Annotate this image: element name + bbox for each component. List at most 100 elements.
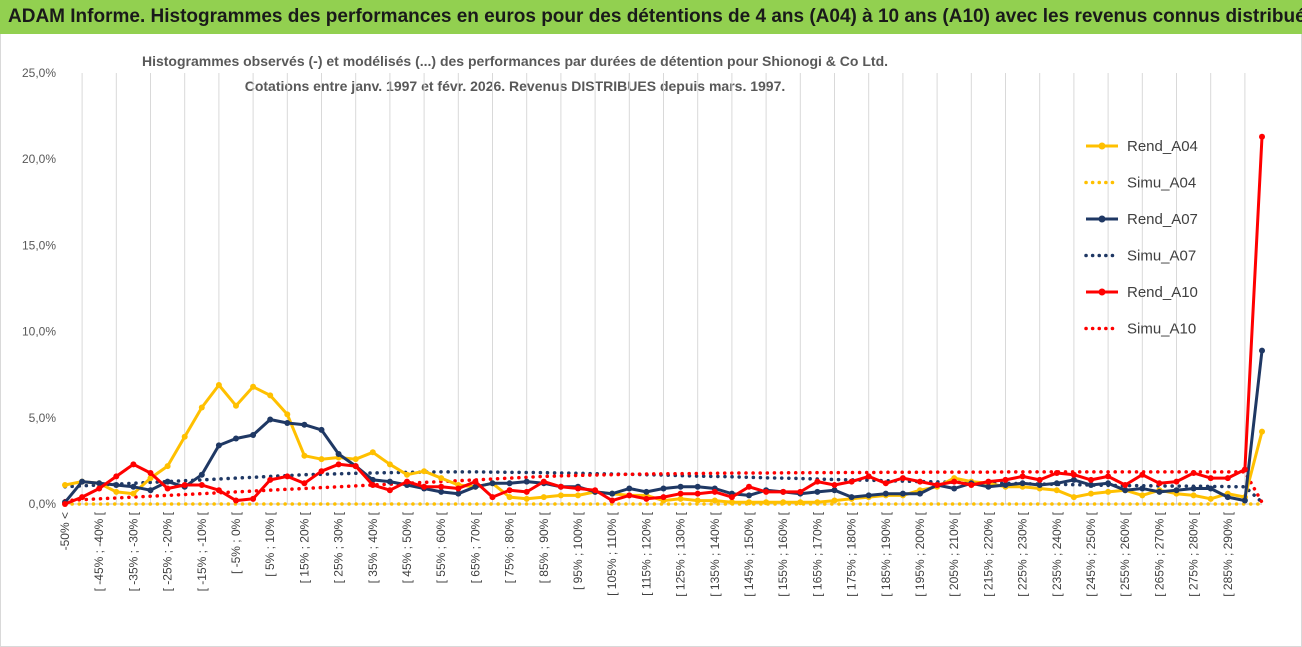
x-tick-label: [ 155% ; 160% [ — [776, 511, 790, 596]
legend-label-simu-a04: Simu_A04 — [1127, 175, 1196, 192]
data-point-rend-a10 — [198, 482, 205, 489]
data-point-rend-a10 — [1139, 471, 1146, 478]
data-point-rend-a07 — [1036, 482, 1043, 489]
data-point-rend-a07 — [233, 435, 239, 442]
data-point-rend-a04 — [62, 482, 68, 489]
data-point-rend-a10 — [592, 487, 599, 494]
data-point-rend-a07 — [677, 483, 684, 490]
data-point-rend-a10 — [917, 478, 923, 485]
x-tick-label: [ 185% ; 190% [ — [879, 511, 893, 596]
data-point-rend-a04 — [1070, 494, 1077, 501]
x-tick-label: [ 175% ; 180% [ — [845, 511, 859, 596]
data-point-rend-a07 — [318, 426, 325, 433]
data-point-rend-a07 — [335, 451, 342, 458]
page-title: ADAM Informe. Histogrammes des performan… — [0, 0, 1302, 34]
data-point-rend-a07 — [472, 483, 479, 490]
data-point-rend-a07 — [301, 421, 308, 428]
data-point-rend-a04 — [438, 475, 445, 482]
y-tick-label: 25,0% — [22, 66, 56, 80]
series-line-simu-a07 — [63, 470, 1264, 505]
x-tick-label: [ 225% ; 230% [ — [1016, 511, 1030, 596]
data-point-rend-a04 — [318, 456, 325, 463]
data-point-rend-a10 — [1224, 475, 1231, 482]
y-tick-label: 10,0% — [22, 325, 56, 339]
x-tick-label: [ 65% ; 70% [ — [468, 511, 482, 583]
data-point-rend-a07 — [1002, 482, 1009, 489]
y-tick-label: 0,0% — [29, 497, 57, 511]
data-point-rend-a04 — [267, 392, 274, 399]
x-tick-label: [ 195% ; 200% [ — [913, 511, 927, 596]
data-point-rend-a10 — [643, 495, 650, 502]
data-point-rend-a07 — [660, 485, 667, 492]
data-point-rend-a10 — [267, 476, 274, 483]
chart-title-line-2: Cotations entre janv. 1997 et févr. 2026… — [245, 78, 786, 94]
data-point-rend-a10 — [1190, 469, 1197, 476]
x-tick-label: [ 75% ; 80% [ — [503, 511, 517, 583]
data-point-rend-a04 — [1105, 488, 1112, 495]
data-point-rend-a10 — [1053, 469, 1060, 476]
data-point-rend-a07 — [746, 492, 752, 499]
data-point-rend-a10 — [352, 463, 359, 470]
data-point-rend-a04 — [130, 490, 137, 497]
x-tick-label: [ 245% ; 250% [ — [1084, 511, 1098, 596]
data-point-rend-a10 — [1156, 480, 1163, 487]
data-point-rend-a10 — [233, 497, 239, 504]
legend-marker-rend-a10 — [1098, 288, 1106, 296]
data-point-rend-a10 — [318, 468, 325, 475]
x-tick-label: [ 145% ; 150% [ — [742, 511, 756, 596]
data-point-rend-a04 — [523, 495, 530, 502]
x-tick-label: [ -25% ; -20% [ — [161, 511, 175, 591]
x-tick-label: [ 215% ; 220% [ — [981, 511, 995, 596]
data-point-rend-a10 — [899, 475, 906, 482]
data-point-rend-a04 — [711, 497, 718, 504]
data-point-rend-a10 — [557, 483, 564, 490]
data-point-rend-a07 — [694, 483, 701, 490]
legend-label-simu-a10: Simu_A10 — [1127, 321, 1196, 338]
data-point-rend-a10 — [1207, 475, 1214, 482]
data-point-rend-a10 — [660, 494, 667, 501]
data-point-rend-a10 — [694, 490, 701, 497]
data-point-rend-a07 — [386, 478, 393, 485]
x-tick-label: [ 95% ; 100% [ — [571, 511, 585, 590]
data-point-rend-a10 — [968, 482, 975, 489]
data-point-rend-a10 — [113, 473, 120, 480]
x-tick-label: [ 45% ; 50% [ — [400, 511, 414, 583]
data-point-rend-a07 — [79, 478, 86, 485]
data-point-rend-a10 — [250, 495, 257, 502]
x-tick-label: -50% < — [58, 512, 72, 550]
data-point-rend-a10 — [797, 488, 804, 495]
data-point-rend-a04 — [284, 411, 291, 418]
data-point-rend-a07 — [96, 480, 103, 487]
data-point-rend-a10 — [1259, 133, 1265, 140]
data-point-rend-a07 — [215, 442, 222, 449]
data-point-rend-a07 — [1241, 497, 1248, 504]
data-point-rend-a07 — [814, 488, 821, 495]
legend-label-rend-a10: Rend_A10 — [1127, 284, 1198, 301]
data-point-rend-a07 — [899, 490, 906, 497]
data-point-rend-a10 — [1036, 476, 1043, 483]
x-tick-label: [ 285% ; 290% [ — [1221, 511, 1235, 596]
data-point-rend-a10 — [404, 478, 410, 485]
data-point-rend-a10 — [147, 469, 154, 476]
data-point-rend-a07 — [130, 483, 137, 490]
data-point-rend-a04 — [540, 494, 547, 501]
data-point-rend-a04 — [797, 499, 804, 506]
data-point-rend-a04 — [831, 497, 838, 504]
data-point-rend-a10 — [215, 487, 222, 494]
data-point-rend-a07 — [1053, 480, 1060, 487]
data-point-rend-a04 — [557, 492, 564, 499]
legend-marker-rend-a04 — [1098, 142, 1106, 150]
data-point-rend-a10 — [523, 488, 530, 495]
data-point-rend-a07 — [1139, 485, 1146, 492]
data-point-rend-a04 — [1139, 492, 1146, 499]
data-point-rend-a07 — [1207, 485, 1214, 492]
data-point-rend-a04 — [198, 404, 205, 411]
data-point-rend-a07 — [438, 488, 445, 495]
data-point-rend-a07 — [1088, 482, 1094, 489]
data-point-rend-a04 — [352, 456, 359, 463]
data-point-rend-a10 — [301, 480, 308, 487]
data-point-rend-a04 — [369, 449, 376, 456]
data-point-rend-a10 — [164, 485, 171, 492]
data-point-rend-a10 — [728, 494, 735, 501]
data-point-rend-a10 — [763, 488, 770, 495]
